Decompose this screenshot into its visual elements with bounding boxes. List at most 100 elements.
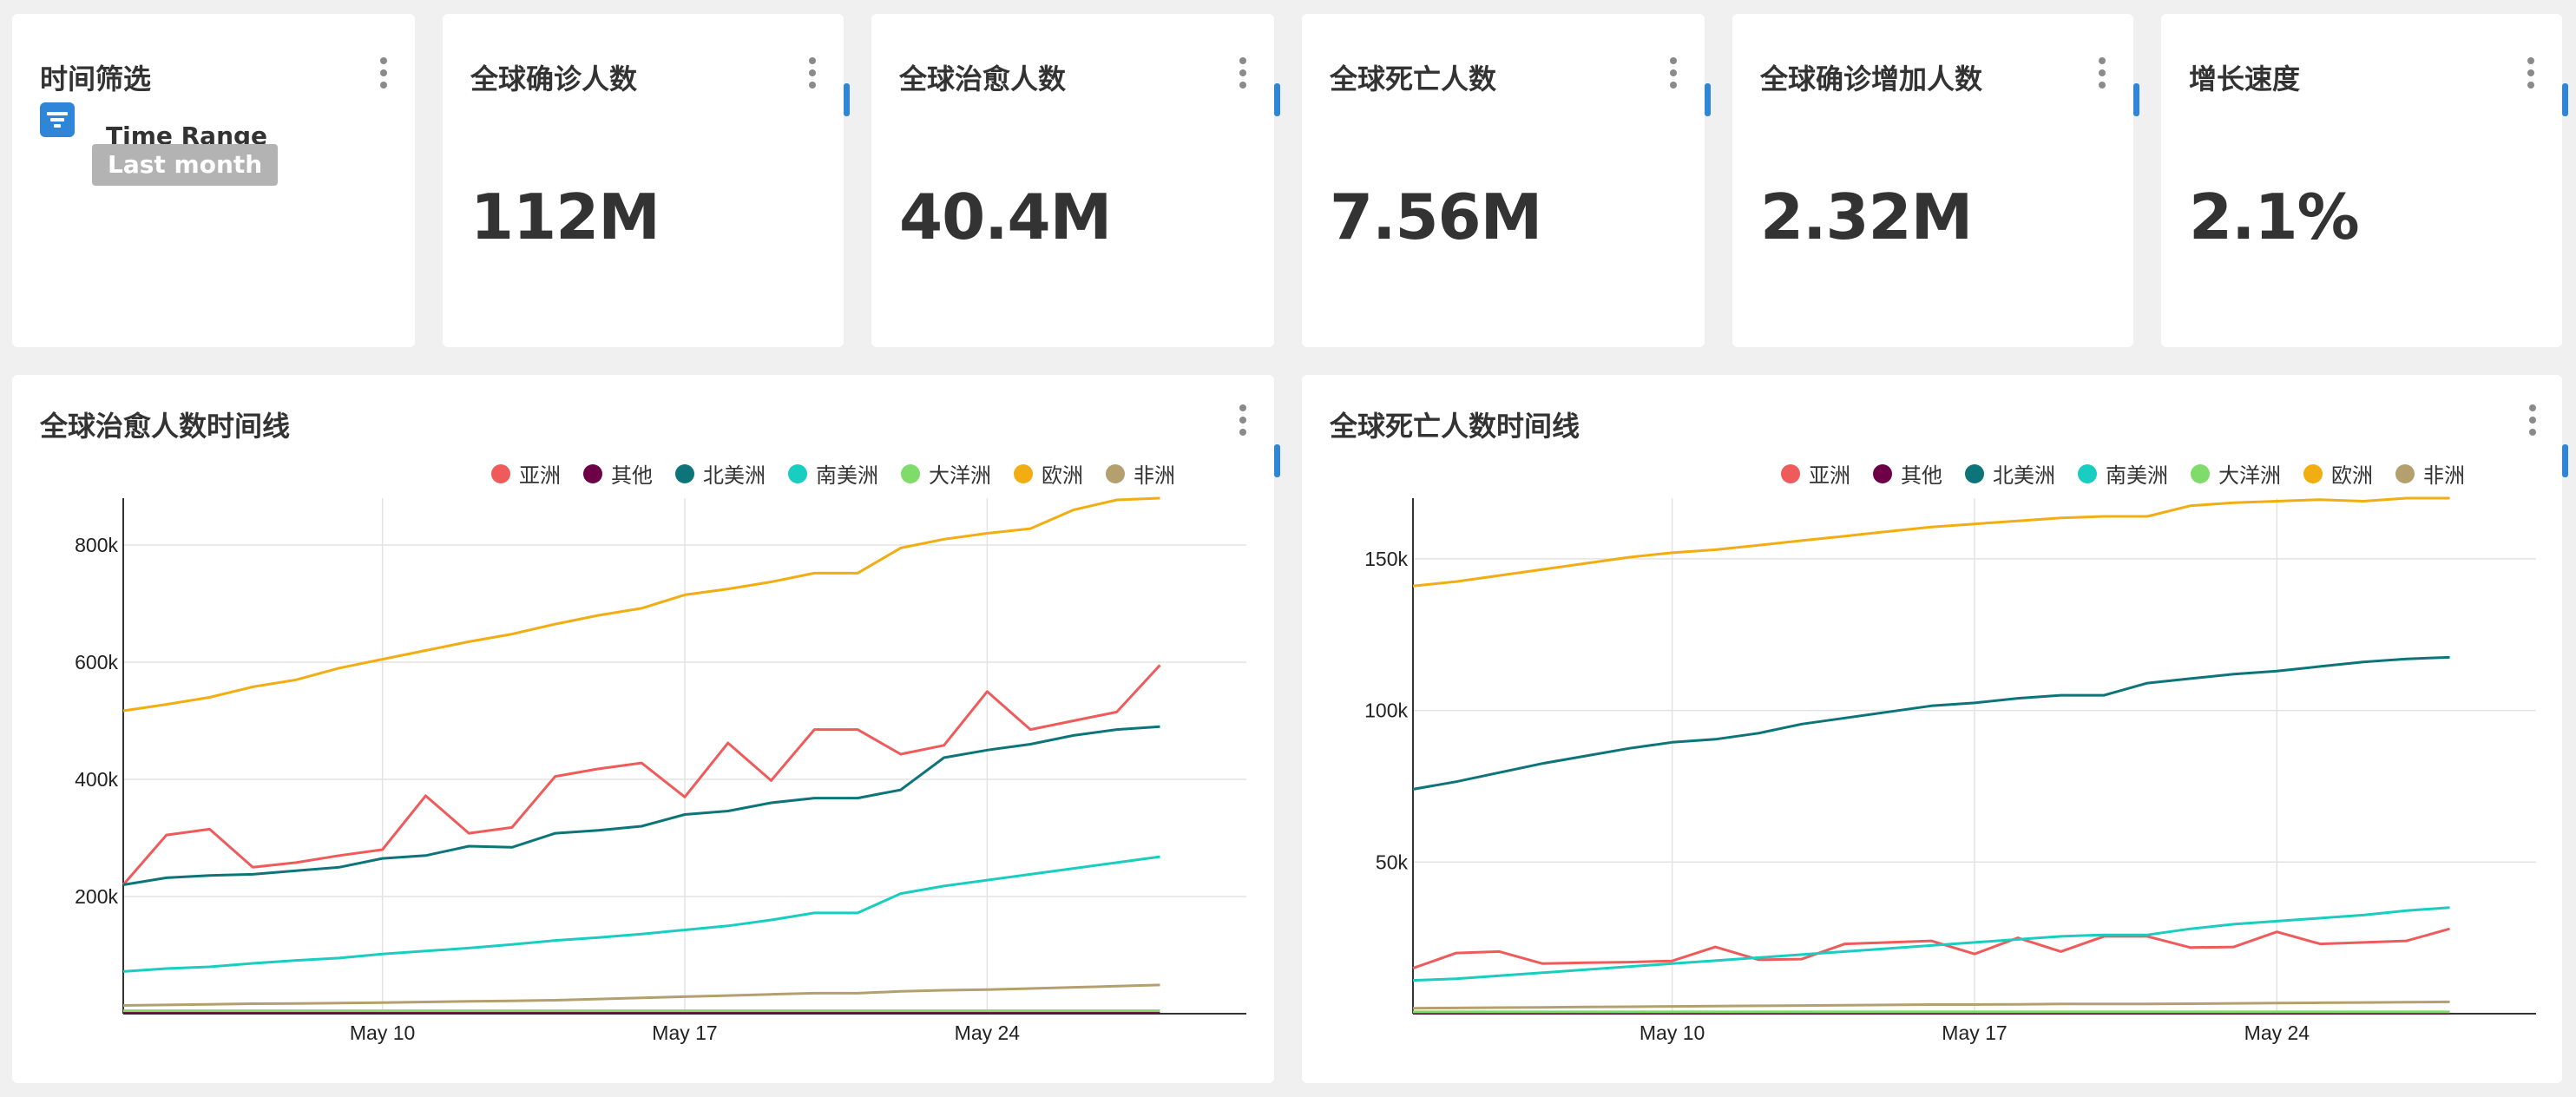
resize-handle[interactable] (2562, 444, 2568, 477)
legend-dot (2078, 463, 2097, 483)
legend-label: 欧洲 (1042, 463, 1083, 488)
more-vertical-icon[interactable] (1668, 57, 1679, 89)
series-line (1412, 1000, 2450, 1010)
time-range-chip[interactable]: Last month (92, 144, 279, 186)
legend-label: 北美洲 (1993, 463, 2055, 488)
more-vertical-icon[interactable] (2097, 57, 2107, 89)
legend-item[interactable]: 亚洲 (1781, 458, 1850, 489)
legend-dot (1014, 463, 1033, 483)
kpi-card-recovered: 全球治愈人数 40.4M (871, 14, 1274, 347)
legend-label: 大洋洲 (929, 463, 991, 488)
legend-item[interactable]: 北美洲 (675, 458, 766, 489)
series-line (122, 496, 1160, 713)
series-line (122, 983, 1160, 1007)
legend-item[interactable]: 北美洲 (1965, 458, 2055, 489)
legend-item[interactable]: 南美洲 (2078, 458, 2168, 489)
legend-dot (1965, 463, 1984, 483)
legend-item[interactable]: 欧洲 (2303, 458, 2373, 489)
more-vertical-icon[interactable] (1238, 404, 1248, 436)
more-vertical-icon[interactable] (378, 57, 389, 89)
series-line (122, 664, 1161, 886)
resize-handle[interactable] (1274, 83, 1280, 116)
legend-item[interactable]: 非洲 (2395, 458, 2465, 489)
kpi-card-deaths: 全球死亡人数 7.56M (1302, 14, 1705, 347)
kpi-value: 7.56M (1330, 181, 1542, 253)
deaths-timeline-card (1302, 375, 2562, 1083)
series-line (1412, 927, 2450, 970)
y-tick-label: 100k (1364, 700, 1408, 722)
y-tick-label: 50k (1376, 851, 1409, 873)
recovered-timeline-chart: May 10 May 17 May 24 200k 400k 600k 800k (75, 496, 1246, 1044)
kpi-title: 全球死亡人数 (1330, 62, 1497, 95)
y-tick-label: 200k (75, 885, 118, 908)
legend-label: 大洋洲 (2218, 463, 2281, 488)
legend-item[interactable]: 南美洲 (788, 458, 878, 489)
legend-label: 南美洲 (2106, 463, 2168, 488)
legend-item[interactable]: 欧洲 (1014, 458, 1083, 489)
legend-label: 亚洲 (519, 463, 561, 488)
chart-title: 全球治愈人数时间线 (40, 410, 291, 443)
legend-item[interactable]: 亚洲 (491, 458, 561, 489)
kpi-title: 全球确诊人数 (470, 62, 638, 95)
legend-dot (491, 463, 510, 483)
resize-handle[interactable] (2133, 83, 2139, 116)
legend-item[interactable]: 大洋洲 (901, 458, 991, 489)
legend-label: 非洲 (1134, 463, 1175, 488)
legend-label: 欧洲 (2331, 463, 2373, 488)
legend-dot (2303, 463, 2323, 483)
filter-card-title: 时间筛选 (40, 62, 152, 95)
legend-dot (2191, 463, 2210, 483)
resize-handle[interactable] (1274, 444, 1280, 477)
y-tick-label: 150k (1364, 548, 1408, 570)
kpi-title: 全球治愈人数 (899, 62, 1067, 95)
legend-dot (583, 463, 602, 483)
filter-card: 时间筛选 Time Range Last month (12, 14, 415, 347)
more-vertical-icon[interactable] (807, 57, 818, 89)
x-tick-label: May 17 (1942, 1021, 2007, 1044)
kpi-card-growth-rate: 增长速度 2.1% (2161, 14, 2562, 347)
series-line (1412, 906, 2450, 982)
kpi-card-confirmed: 全球确诊人数 112M (443, 14, 844, 347)
legend-dot (788, 463, 807, 483)
kpi-card-new-confirmed: 全球确诊增加人数 2.32M (1732, 14, 2133, 347)
legend-dot (1106, 463, 1125, 483)
series-line (1412, 655, 2450, 791)
legend-dot (901, 463, 920, 483)
x-tick-label: May 24 (2244, 1021, 2310, 1044)
legend-dot (2395, 463, 2415, 483)
legend-item[interactable]: 非洲 (1106, 458, 1175, 489)
chart-legend: 亚洲 其他 北美洲 南美洲 大洋洲 欧洲 非洲 (491, 458, 1175, 489)
legend-label: 南美洲 (816, 463, 878, 488)
series-line (122, 725, 1160, 886)
legend-dot (1781, 463, 1800, 483)
legend-item[interactable]: 其他 (583, 458, 653, 489)
kpi-value: 2.32M (1760, 181, 1973, 253)
series-line (122, 855, 1160, 973)
legend-item[interactable]: 其他 (1873, 458, 1942, 489)
kpi-value: 2.1% (2189, 181, 2360, 253)
legend-label: 其他 (611, 463, 653, 488)
resize-handle[interactable] (1705, 83, 1711, 116)
filter-icon[interactable] (40, 102, 75, 137)
kpi-title: 增长速度 (2189, 62, 2301, 95)
y-tick-label: 800k (75, 534, 118, 556)
legend-label: 非洲 (2423, 463, 2465, 488)
legend-label: 其他 (1901, 463, 1942, 488)
x-tick-label: May 10 (1640, 1021, 1705, 1044)
series-line (1412, 496, 2450, 588)
more-vertical-icon[interactable] (2526, 57, 2536, 89)
legend-label: 亚洲 (1809, 463, 1850, 488)
y-tick-label: 600k (75, 651, 118, 673)
x-tick-label: May 24 (955, 1021, 1021, 1044)
resize-handle[interactable] (2562, 83, 2568, 116)
more-vertical-icon[interactable] (1238, 57, 1248, 89)
legend-label: 北美洲 (703, 463, 766, 488)
y-tick-label: 400k (75, 768, 118, 791)
kpi-title: 全球确诊增加人数 (1760, 62, 1983, 95)
legend-item[interactable]: 大洋洲 (2191, 458, 2281, 489)
legend-dot (675, 463, 694, 483)
more-vertical-icon[interactable] (2527, 404, 2538, 436)
legend-dot (1873, 463, 1892, 483)
resize-handle[interactable] (844, 83, 850, 116)
